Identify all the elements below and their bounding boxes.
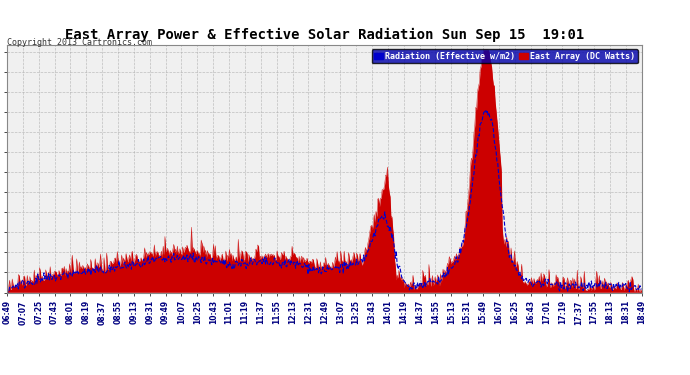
Legend: Radiation (Effective w/m2), East Array (DC Watts): Radiation (Effective w/m2), East Array (…	[372, 49, 638, 63]
Text: Copyright 2013 Cartronics.com: Copyright 2013 Cartronics.com	[7, 38, 152, 47]
Title: East Array Power & Effective Solar Radiation Sun Sep 15  19:01: East Array Power & Effective Solar Radia…	[65, 28, 584, 42]
